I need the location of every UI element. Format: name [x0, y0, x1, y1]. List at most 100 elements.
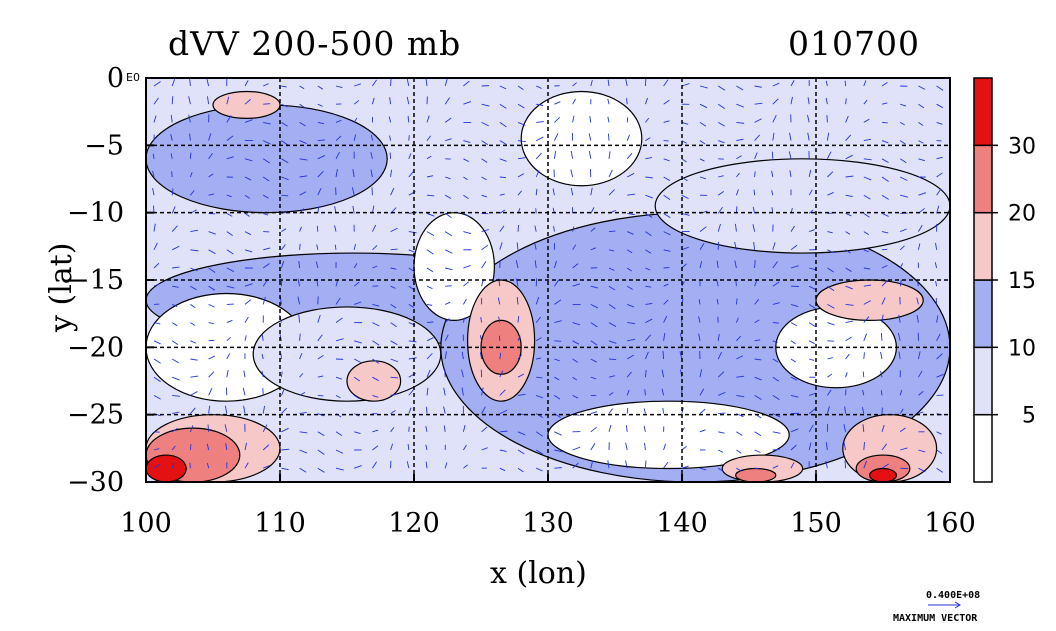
wind-vector — [590, 285, 599, 289]
wind-vector — [663, 213, 671, 219]
wind-vector — [862, 389, 865, 396]
colorbar-label: 5 — [1022, 404, 1036, 429]
contour-region — [480, 319, 522, 375]
wind-vector — [554, 467, 562, 469]
wind-vector — [608, 189, 615, 196]
wind-vector — [717, 467, 724, 472]
wind-vector — [772, 465, 779, 469]
wind-vector — [425, 444, 428, 451]
wind-vector — [608, 424, 612, 432]
wind-vector — [608, 304, 616, 310]
wind-vector — [625, 460, 628, 469]
wind-vector — [607, 460, 610, 469]
wind-vector — [790, 428, 799, 433]
wind-vector — [645, 303, 653, 305]
wind-vector — [152, 170, 155, 178]
wind-vector — [935, 242, 938, 250]
colorbar-swatch — [973, 279, 993, 349]
wind-vector — [461, 369, 464, 378]
contour-region — [654, 158, 951, 254]
wind-vector — [607, 116, 610, 123]
wind-vector — [188, 114, 191, 123]
wind-vector — [208, 212, 216, 215]
colorbar-swatch — [973, 413, 993, 483]
wind-vector — [408, 249, 416, 254]
wind-vector — [679, 351, 683, 360]
wind-vector — [208, 339, 215, 342]
wind-vector — [790, 80, 795, 87]
wind-vector — [827, 171, 834, 178]
wind-vector — [536, 376, 543, 379]
wind-vector — [408, 407, 412, 414]
wind-vector — [481, 158, 488, 163]
wind-vector — [736, 335, 741, 342]
wind-vector — [826, 406, 830, 414]
wind-vector — [262, 424, 268, 433]
wind-vector — [372, 445, 379, 451]
wind-vector — [461, 351, 464, 360]
wind-vector — [536, 357, 542, 360]
wind-vector — [534, 242, 537, 250]
wind-vector — [299, 467, 307, 473]
wind-vector — [735, 317, 739, 323]
wind-vector — [463, 264, 471, 269]
wind-vector — [463, 194, 469, 199]
wind-vector — [317, 103, 323, 107]
wind-vector — [643, 425, 646, 432]
wind-vector — [406, 96, 410, 105]
wind-vector — [735, 298, 738, 305]
wind-vector — [754, 134, 760, 141]
wind-vector — [718, 140, 725, 144]
wind-vector — [171, 445, 176, 451]
wind-vector — [661, 388, 665, 396]
wind-vector — [900, 103, 907, 107]
wind-vector — [572, 322, 581, 326]
wind-vector — [736, 121, 745, 124]
wind-vector — [208, 322, 215, 325]
wind-vector — [390, 187, 395, 196]
wind-vector — [208, 267, 216, 273]
wind-vector — [171, 188, 174, 196]
wind-vector — [244, 442, 248, 451]
wind-vector — [645, 334, 652, 342]
wind-vector — [535, 431, 544, 437]
wind-vector — [317, 155, 326, 160]
wind-vector — [372, 376, 379, 382]
wind-vector — [499, 193, 505, 196]
wind-vector — [608, 133, 610, 141]
wind-vector — [718, 431, 725, 434]
wind-vector — [698, 316, 701, 323]
wind-vector — [517, 449, 525, 455]
wind-vector — [535, 170, 540, 178]
wind-vector — [681, 212, 690, 216]
wind-vector — [863, 316, 870, 323]
wind-vector — [244, 213, 250, 217]
wind-vector — [299, 85, 305, 90]
wind-vector — [481, 194, 488, 198]
colorbar-swatch — [973, 346, 993, 416]
wind-vector — [681, 83, 690, 87]
wind-vector — [426, 369, 431, 378]
wind-vector — [626, 389, 630, 396]
wind-vector — [845, 134, 852, 141]
wind-vector — [863, 333, 868, 341]
wind-vector — [771, 170, 774, 178]
wind-vector — [244, 462, 249, 469]
wind-vector — [517, 140, 526, 143]
wind-vector — [881, 424, 885, 432]
wind-vector — [807, 132, 810, 141]
wind-vector — [189, 78, 191, 87]
wind-vector — [626, 172, 635, 178]
wind-vector — [608, 358, 617, 361]
wind-vector — [790, 358, 796, 363]
wind-vector — [862, 424, 865, 432]
wind-vector — [335, 431, 343, 437]
wind-vector — [444, 334, 449, 342]
wind-vector — [716, 260, 719, 269]
wind-vector — [572, 98, 576, 105]
wind-vector — [899, 122, 905, 126]
wind-vector — [863, 118, 870, 123]
wind-vector — [808, 285, 817, 291]
wind-vector — [772, 340, 778, 343]
